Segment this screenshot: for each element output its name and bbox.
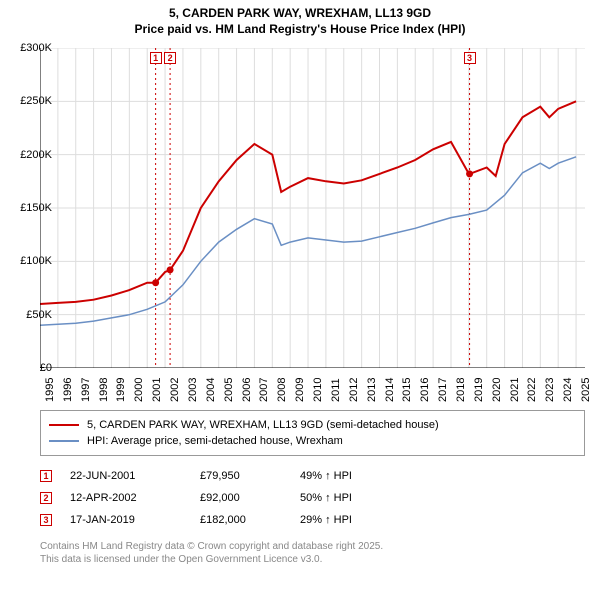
y-tick-label: £150K — [20, 202, 52, 214]
sales-marker-1: 1 — [40, 470, 52, 482]
x-tick-label: 2012 — [348, 378, 360, 402]
x-tick-label: 2017 — [437, 378, 449, 402]
sales-table: 1 22-JUN-2001£79,95049% ↑ HPI 2 12-APR-2002… — [40, 465, 400, 531]
sale-marker-2: 2 — [164, 52, 176, 64]
sale-marker-1: 1 — [150, 52, 162, 64]
x-tick-label: 2024 — [562, 378, 574, 402]
chart-svg — [40, 48, 585, 368]
sales-date: 17-JAN-2019 — [70, 514, 200, 526]
y-tick-label: £250K — [20, 95, 52, 107]
x-tick-label: 1999 — [115, 378, 127, 402]
x-tick-label: 1995 — [44, 378, 56, 402]
y-tick-label: £200K — [20, 149, 52, 161]
sales-date: 12-APR-2002 — [70, 492, 200, 504]
sales-marker-3: 3 — [40, 514, 52, 526]
y-tick-label: £0 — [40, 362, 52, 374]
x-tick-label: 2021 — [509, 378, 521, 402]
x-tick-label: 2010 — [312, 378, 324, 402]
x-tick-label: 2016 — [419, 378, 431, 402]
x-tick-label: 2020 — [491, 378, 503, 402]
legend-swatch-hpi — [49, 440, 79, 442]
sales-marker-2: 2 — [40, 492, 52, 504]
x-tick-label: 1996 — [62, 378, 74, 402]
sales-row: 3 17-JAN-2019£182,00029% ↑ HPI — [40, 509, 400, 531]
sales-diff: 29% ↑ HPI — [300, 514, 400, 526]
footnote-1: Contains HM Land Registry data © Crown c… — [40, 540, 383, 553]
sales-price: £92,000 — [200, 492, 300, 504]
sales-row: 1 22-JUN-2001£79,95049% ↑ HPI — [40, 465, 400, 487]
x-tick-label: 2000 — [133, 378, 145, 402]
x-tick-label: 1997 — [80, 378, 92, 402]
x-tick-label: 1998 — [98, 378, 110, 402]
legend-row-hpi: HPI: Average price, semi-detached house,… — [49, 433, 576, 449]
title-block: 5, CARDEN PARK WAY, WREXHAM, LL13 9GD Pr… — [0, 0, 600, 37]
chart-plot-area — [40, 48, 585, 368]
sale-marker-3: 3 — [464, 52, 476, 64]
x-tick-label: 2003 — [187, 378, 199, 402]
x-tick-label: 2023 — [544, 378, 556, 402]
x-tick-label: 2022 — [526, 378, 538, 402]
x-tick-label: 2015 — [401, 378, 413, 402]
title-line2: Price paid vs. HM Land Registry's House … — [0, 22, 600, 38]
x-tick-label: 2019 — [473, 378, 485, 402]
y-tick-label: £100K — [20, 255, 52, 267]
sales-date: 22-JUN-2001 — [70, 470, 200, 482]
sales-price: £182,000 — [200, 514, 300, 526]
footnotes: Contains HM Land Registry data © Crown c… — [40, 540, 383, 566]
sales-price: £79,950 — [200, 470, 300, 482]
legend-row-price: 5, CARDEN PARK WAY, WREXHAM, LL13 9GD (s… — [49, 417, 576, 433]
x-tick-label: 2008 — [276, 378, 288, 402]
x-tick-label: 2011 — [330, 378, 342, 402]
sales-diff: 50% ↑ HPI — [300, 492, 400, 504]
sales-diff: 49% ↑ HPI — [300, 470, 400, 482]
legend-label-price: 5, CARDEN PARK WAY, WREXHAM, LL13 9GD (s… — [87, 419, 439, 431]
title-line1: 5, CARDEN PARK WAY, WREXHAM, LL13 9GD — [0, 6, 600, 22]
footnote-2: This data is licensed under the Open Gov… — [40, 553, 383, 566]
x-tick-label: 2004 — [205, 378, 217, 402]
chart-container: 5, CARDEN PARK WAY, WREXHAM, LL13 9GD Pr… — [0, 0, 600, 590]
x-tick-label: 2014 — [384, 378, 396, 402]
x-tick-label: 2002 — [169, 378, 181, 402]
x-tick-label: 2025 — [580, 378, 592, 402]
sales-row: 2 12-APR-2002£92,00050% ↑ HPI — [40, 487, 400, 509]
x-tick-label: 2005 — [223, 378, 235, 402]
x-tick-label: 2001 — [151, 378, 163, 402]
legend-swatch-price — [49, 424, 79, 426]
x-tick-label: 2013 — [366, 378, 378, 402]
x-tick-label: 2009 — [294, 378, 306, 402]
y-tick-label: £50K — [26, 309, 52, 321]
x-tick-label: 2018 — [455, 378, 467, 402]
x-tick-label: 2006 — [241, 378, 253, 402]
y-tick-label: £300K — [20, 42, 52, 54]
legend-label-hpi: HPI: Average price, semi-detached house,… — [87, 435, 343, 447]
x-tick-label: 2007 — [258, 378, 270, 402]
legend: 5, CARDEN PARK WAY, WREXHAM, LL13 9GD (s… — [40, 410, 585, 456]
